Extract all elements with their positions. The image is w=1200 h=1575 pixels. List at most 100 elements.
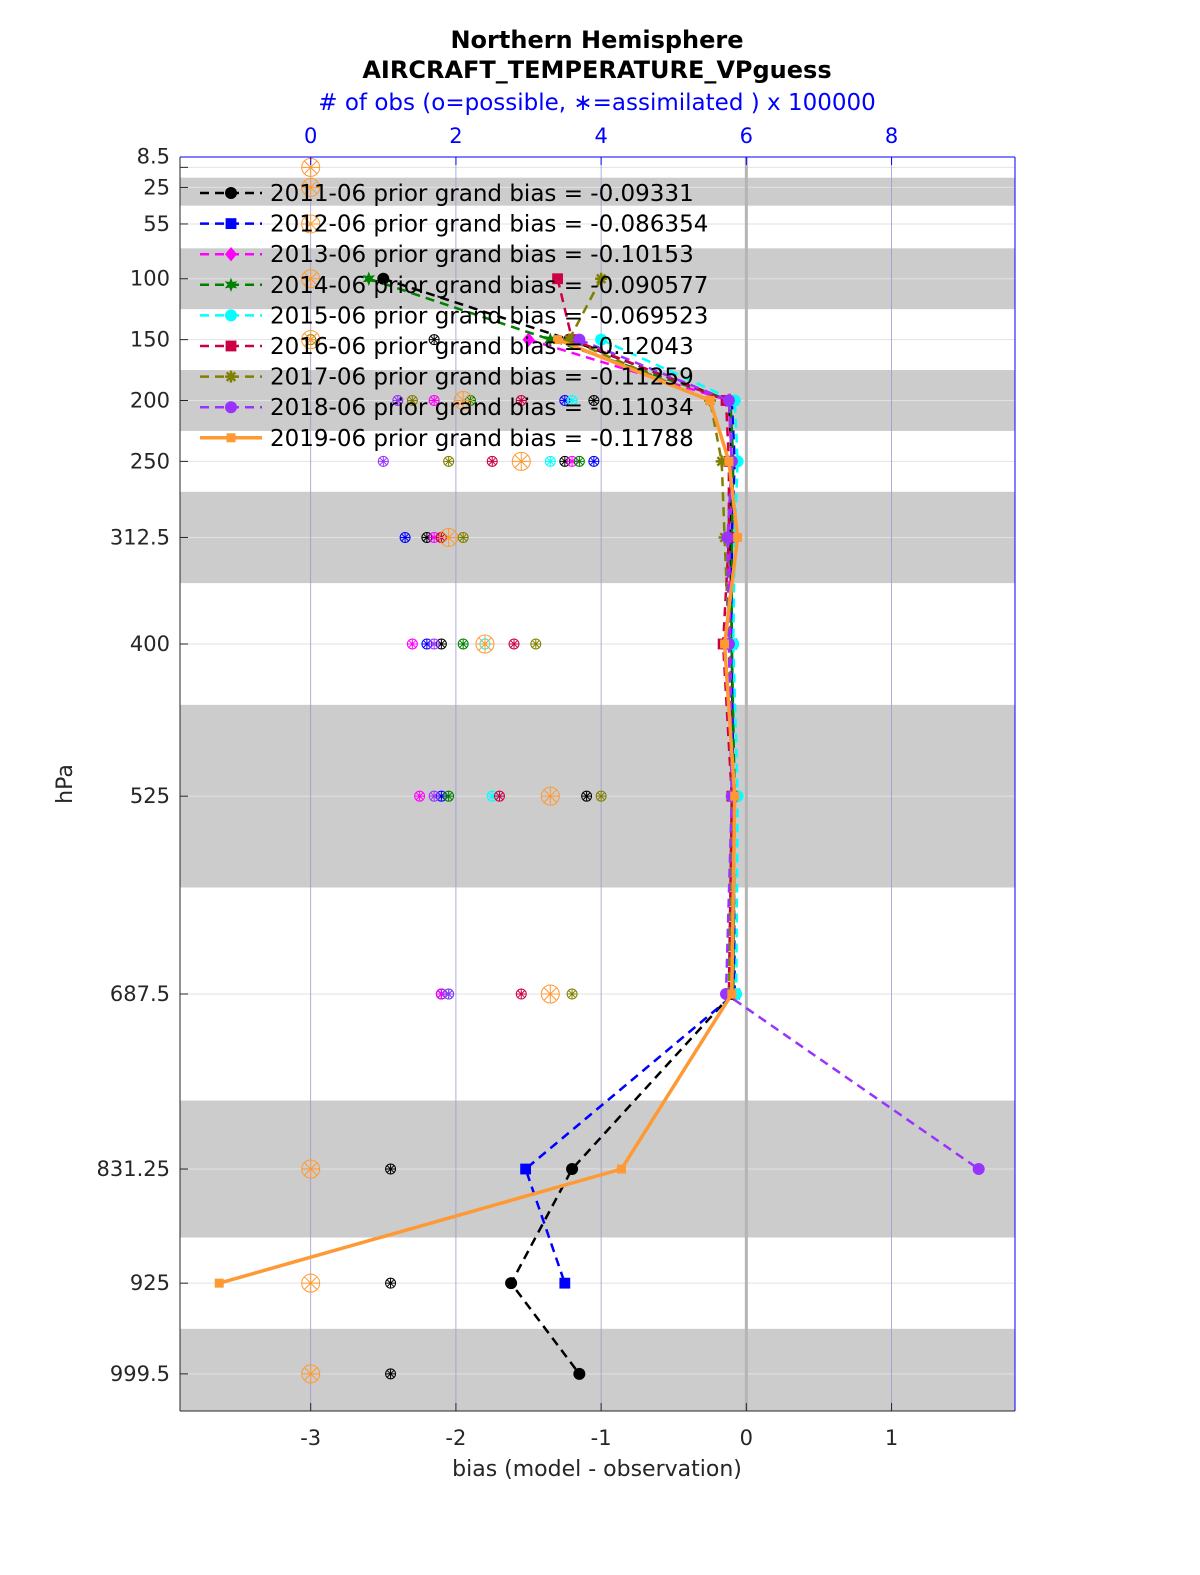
obs-assimilated-marker — [301, 269, 320, 288]
series-point — [727, 989, 737, 999]
y-tick-label: 100 — [130, 267, 170, 291]
legend-marker — [224, 277, 238, 292]
shaded-bands — [180, 177, 1015, 1411]
y-tick-label: 250 — [130, 449, 170, 473]
obs-assimilated-marker — [429, 638, 440, 649]
series-point — [559, 1277, 571, 1289]
series-point — [972, 1163, 985, 1176]
legend-marker — [225, 247, 237, 262]
y-tick-label: 999.5 — [110, 1362, 170, 1386]
obs-assimilated-marker — [559, 456, 570, 467]
series-point — [573, 333, 586, 346]
top-tick-label: 4 — [594, 124, 607, 148]
legend: 2011-06 prior grand bias = -0.09331 2012-… — [200, 181, 708, 452]
obs-assimilated-marker — [436, 989, 447, 1000]
obs-assimilated-marker — [545, 456, 556, 467]
obs-assimilated-marker — [487, 456, 498, 467]
series-point — [720, 639, 730, 649]
series-point — [544, 332, 557, 347]
y-ticks: 8.5 25 55 100 150 200 250 312.5 400 525 687.5 831.2… — [97, 144, 188, 1386]
series-point — [730, 791, 740, 801]
x-tick-label: 0 — [740, 1426, 753, 1450]
series-lines — [214, 271, 985, 1380]
top-ticks: 0 2 4 6 8 — [304, 124, 898, 165]
obs-assimilated-marker — [596, 791, 607, 802]
legend-marker — [225, 309, 237, 322]
obs-assimilated-marker — [458, 532, 469, 543]
axes-frame — [179, 156, 1016, 1412]
series-point — [722, 394, 735, 407]
y-tick-label: 55 — [143, 212, 170, 236]
obs-assimilated-marker — [301, 178, 320, 197]
obs-assimilated-marker — [567, 395, 578, 406]
x-ticks: -3 -2 -1 0 1 — [300, 1403, 898, 1450]
y-tick-label: 400 — [130, 632, 170, 656]
shaded-band — [180, 1328, 1015, 1411]
obs-assimilated-marker — [378, 456, 389, 467]
x-tick-label: -1 — [591, 1426, 612, 1450]
obs-assimilated-marker — [475, 634, 494, 653]
obs-assimilated-marker — [567, 989, 578, 1000]
obs-assimilated-marker — [301, 330, 320, 349]
series-point — [566, 1163, 579, 1176]
series-point — [733, 532, 743, 542]
legend-entry: 2014-06 prior grand bias = -0.090577 — [270, 273, 708, 299]
y-tick-label: 925 — [130, 1271, 170, 1295]
y-tick-label: 312.5 — [110, 525, 170, 549]
obs-assimilated-marker — [429, 334, 440, 345]
obs-assimilated-marker — [429, 395, 440, 406]
series-point — [705, 395, 715, 405]
series-point — [724, 456, 734, 466]
obs-assimilated-marker — [574, 456, 585, 467]
obs-markers — [301, 157, 607, 1384]
obs-assimilated-marker — [407, 638, 418, 649]
obs-assimilated-marker — [414, 791, 425, 802]
obs-assimilated-marker — [421, 532, 432, 543]
legend-entry: 2019-06 prior grand bias = -0.11788 — [270, 426, 694, 452]
obs-assimilated-marker — [530, 638, 541, 649]
series-point — [563, 333, 576, 346]
obs-assimilated-marker — [385, 1368, 396, 1379]
obs-assimilated-marker — [443, 456, 454, 467]
obs-assimilated-marker — [443, 989, 454, 1000]
obs-assimilated-marker — [429, 791, 440, 802]
obs-assimilated-marker — [541, 787, 560, 806]
series-point — [522, 332, 535, 347]
obs-assimilated-marker — [301, 158, 320, 177]
legend-marker — [225, 370, 237, 383]
series-line — [556, 278, 734, 995]
top-tick-label: 2 — [449, 124, 462, 148]
y-tick-label: 525 — [130, 784, 170, 808]
series-point — [362, 271, 376, 286]
obs-assimilated-marker — [436, 638, 447, 649]
obs-assimilated-marker — [588, 456, 599, 467]
y-tick-label: 200 — [130, 388, 170, 412]
x-tick-label: 1 — [885, 1426, 898, 1450]
series-point — [377, 272, 390, 285]
obs-assimilated-marker — [487, 791, 498, 802]
legend-marker — [225, 340, 237, 352]
obs-assimilated-marker — [301, 1364, 320, 1383]
series-point — [616, 1164, 626, 1174]
obs-assimilated-marker — [516, 395, 527, 406]
obs-assimilated-marker — [301, 1160, 320, 1179]
x-axis-label: bias (model - observation) — [452, 1457, 742, 1482]
series-point — [505, 1277, 518, 1290]
legend-marker — [225, 401, 237, 414]
series-line — [524, 400, 736, 1284]
obs-assimilated-marker — [454, 391, 473, 410]
legend-entry: 2013-06 prior grand bias = -0.10153 — [270, 242, 694, 268]
series-point — [553, 335, 563, 345]
y-tick-label: 8.5 — [137, 144, 170, 168]
chart-title: Northern Hemisphere — [450, 26, 743, 54]
legend-entry: 2018-06 prior grand bias = -0.11034 — [270, 395, 694, 421]
top-tick-label: 8 — [885, 124, 898, 148]
legend-entry: 2017-06 prior grand bias = -0.11259 — [270, 365, 694, 391]
obs-assimilated-marker — [567, 456, 578, 467]
obs-assimilated-marker — [385, 1164, 396, 1175]
legend-marker — [225, 187, 237, 199]
series-line — [578, 338, 980, 1171]
series-point — [214, 1278, 224, 1288]
legend-marker — [225, 218, 237, 229]
